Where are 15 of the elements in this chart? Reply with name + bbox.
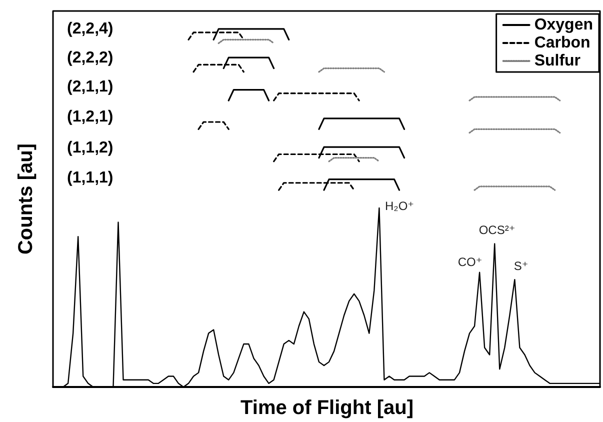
y-axis-title: Counts [au]: [15, 143, 37, 255]
annotation: (1,1,1): [67, 170, 114, 186]
annotation: H₂O⁺: [385, 199, 414, 213]
annotation: (2,2,4): [67, 20, 114, 38]
annotation: CO⁺: [458, 255, 482, 269]
annotation: (2,1,1): [67, 78, 114, 96]
legend-label: Oxygen: [534, 16, 593, 34]
annotation: (2,2,2): [67, 50, 114, 66]
annotation: (1,2,1): [67, 108, 114, 126]
annotation: (1,1,2): [67, 140, 114, 156]
x-axis-title: Time of Flight [au]: [240, 397, 414, 419]
annotation: S⁺: [514, 259, 528, 273]
annotation: OCS²⁺: [478, 223, 516, 237]
legend-label: Sulfur: [534, 52, 581, 70]
legend-label: Carbon: [534, 34, 590, 52]
